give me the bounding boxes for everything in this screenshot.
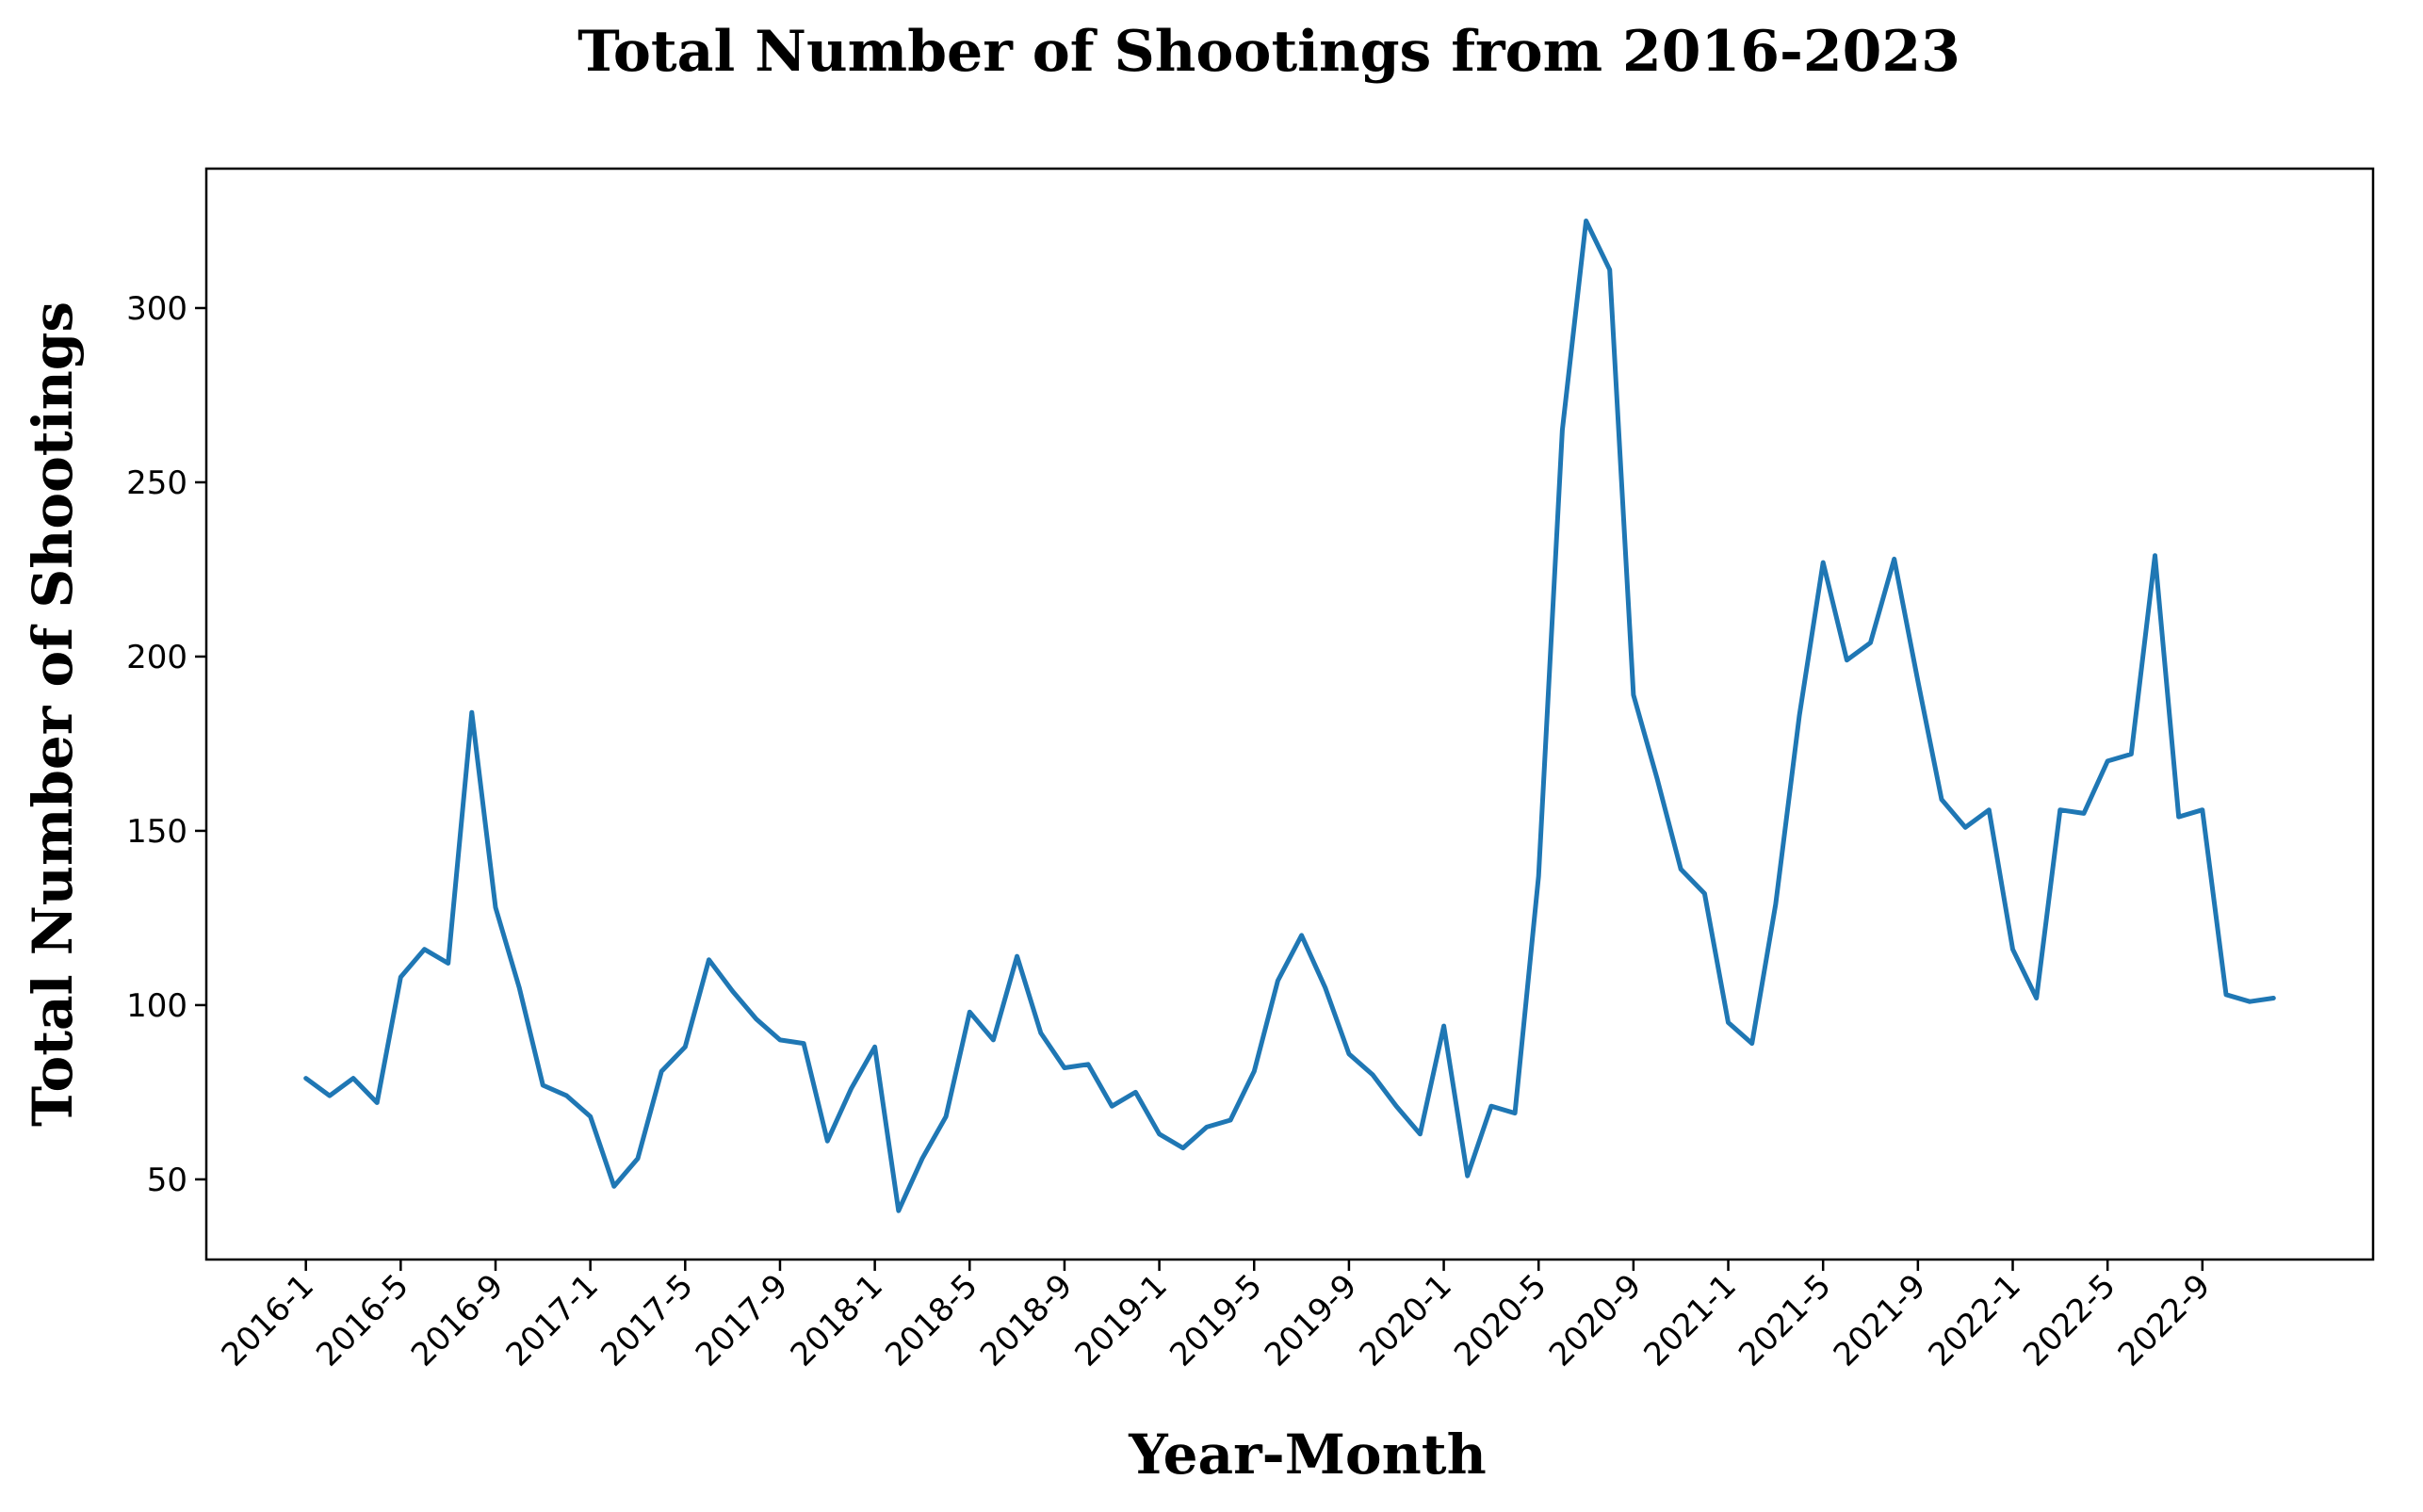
x-tick-label: 2021-5	[1732, 1267, 1838, 1374]
y-tick-label: 300	[126, 290, 187, 328]
x-tick-label: 2022-5	[2016, 1267, 2122, 1374]
y-tick-label: 50	[147, 1162, 187, 1199]
x-tick-label: 2021-1	[1636, 1267, 1743, 1374]
x-tick-label: 2022-1	[1921, 1267, 2027, 1374]
y-tick-label: 150	[126, 813, 187, 851]
x-tick-label: 2016-1	[215, 1267, 321, 1374]
x-tick-label: 2019-9	[1258, 1267, 1364, 1374]
x-tick-label: 2016-5	[309, 1267, 415, 1374]
x-tick-label: 2022-9	[2111, 1267, 2218, 1374]
x-tick-label: 2019-1	[1068, 1267, 1175, 1374]
x-tick-label: 2018-9	[973, 1267, 1080, 1374]
x-tick-label: 2021-9	[1827, 1267, 1933, 1374]
x-axis: 2016-12016-52016-92017-12017-52017-92018…	[215, 1260, 2218, 1374]
y-tick-label: 100	[126, 987, 187, 1025]
x-tick-label: 2017-5	[594, 1267, 700, 1374]
chart-title: Total Number of Shootings from 2016-2023	[577, 19, 1960, 85]
y-tick-label: 250	[126, 464, 187, 502]
x-tick-label: 2020-5	[1447, 1267, 1553, 1374]
x-axis-label: Year-Month	[1128, 1423, 1487, 1487]
x-tick-label: 2016-9	[404, 1267, 511, 1374]
x-tick-label: 2018-1	[784, 1267, 890, 1374]
y-axis: 50 100 150 200 250 300	[126, 290, 206, 1199]
x-tick-label: 2019-5	[1163, 1267, 1269, 1374]
plot-frame	[204, 167, 2375, 1261]
series-line	[303, 219, 2276, 1213]
y-tick-label: 200	[126, 639, 187, 676]
x-tick-label: 2017-1	[499, 1267, 606, 1374]
x-tick-label: 2018-5	[878, 1267, 984, 1374]
x-tick-label: 2020-1	[1352, 1267, 1458, 1374]
x-tick-label: 2017-9	[689, 1267, 795, 1374]
x-tick-label: 2020-9	[1542, 1267, 1649, 1374]
y-axis-label: Total Number of Shootings	[21, 301, 85, 1127]
